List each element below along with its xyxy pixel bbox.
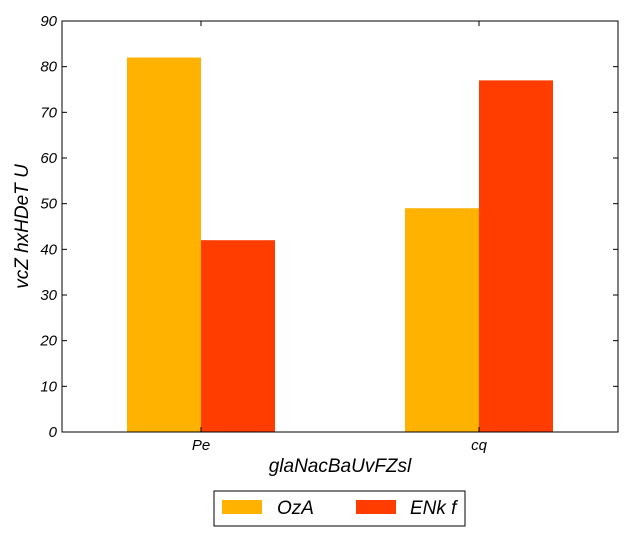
y-tick-label: 50 — [40, 196, 57, 213]
y-tick-label: 20 — [39, 333, 57, 350]
y-tick-label: 60 — [40, 150, 57, 167]
y-tick-label: 90 — [40, 13, 57, 30]
bar-Pe-OzA — [127, 57, 201, 433]
y-tick-label: 80 — [40, 59, 57, 76]
x-axis-ticks: Pe cq — [192, 21, 488, 454]
legend-label-OzA: OzA — [277, 498, 314, 519]
legend: OzA ENk f — [213, 490, 466, 527]
legend-swatch-OzA — [222, 500, 262, 514]
x-axis-label: glaNacBaUvFZsl — [269, 456, 412, 477]
bar-cq-ENk-f — [479, 80, 553, 432]
y-tick-label: 10 — [40, 378, 57, 395]
x-tick-label: Pe — [192, 437, 210, 454]
y-tick-label: 70 — [40, 104, 57, 121]
y-axis-label: vcZ hxHDeT U — [12, 164, 33, 289]
legend-label-ENk-f: ENk f — [410, 498, 458, 519]
x-tick-label: cq — [471, 437, 488, 454]
plot-frame — [61, 20, 619, 433]
bars-group — [127, 57, 553, 433]
y-tick-label: 0 — [49, 424, 58, 441]
y-tick-label: 30 — [40, 287, 57, 304]
bar-cq-OzA — [405, 208, 479, 432]
y-axis-ticks: 0 10 20 30 40 50 60 70 80 90 — [39, 13, 618, 441]
legend-swatch-ENk-f — [356, 500, 396, 514]
bar-Pe-ENk-f — [201, 240, 275, 432]
y-tick-label: 40 — [40, 241, 57, 258]
